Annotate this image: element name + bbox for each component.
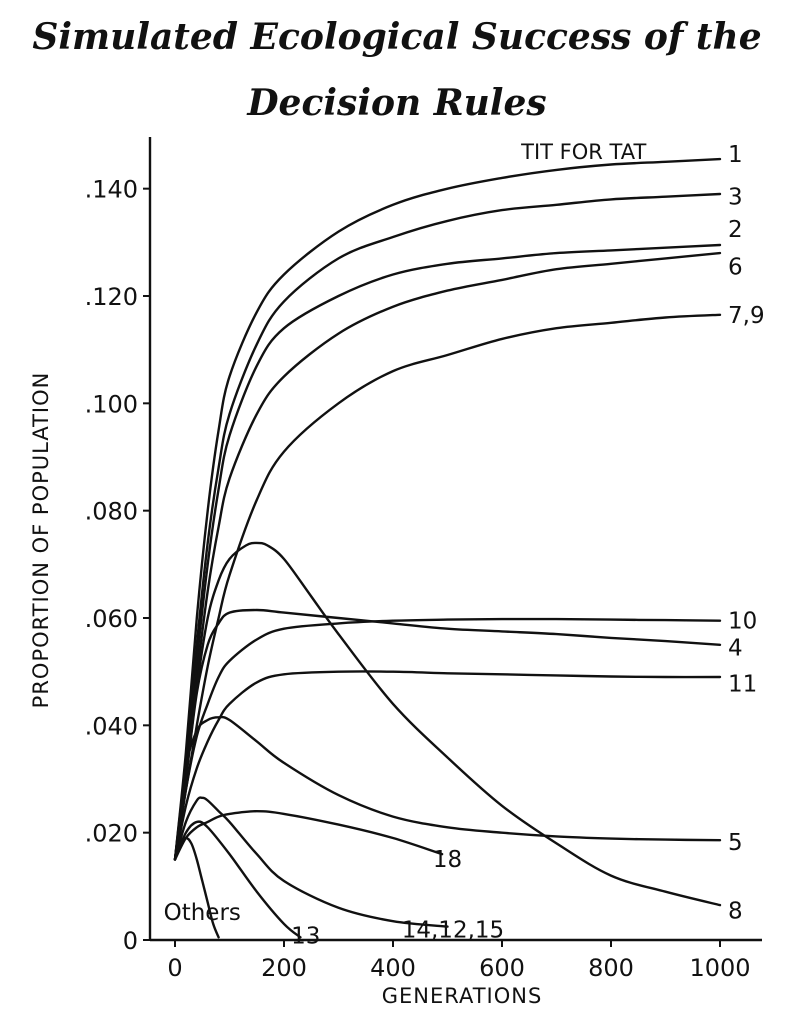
series-label-6: 6: [728, 254, 743, 280]
series-line-others: [173, 836, 220, 939]
x-tick-label: 1000: [689, 954, 750, 982]
ticks-group: 0 200 400 600 800 1000 0 .020 .040 .060 .080 .100 .1…: [85, 176, 751, 982]
series-label-14-12-15: 14,12,15: [402, 917, 504, 943]
y-tick-label: .100: [85, 390, 138, 418]
series-line-13: [173, 820, 302, 939]
y-tick-label: .040: [85, 712, 138, 740]
series-label-5: 5: [728, 830, 743, 856]
series-line-10: [173, 617, 722, 861]
series-label-18: 18: [433, 847, 462, 873]
y-tick-label: .020: [85, 820, 138, 848]
series-label-11: 11: [728, 671, 757, 697]
series-label-4: 4: [728, 636, 743, 662]
y-tick-label: .120: [85, 283, 138, 311]
y-tick-label: .140: [85, 176, 138, 204]
series-label-others: Others: [164, 900, 241, 926]
series-line-1: [173, 157, 722, 861]
series-label-3: 3: [728, 185, 743, 211]
x-tick-label: 200: [261, 954, 307, 982]
x-tick-label: 800: [588, 954, 634, 982]
series-line-3: [173, 192, 722, 861]
x-tick-label: 0: [167, 954, 182, 982]
x-axis-label: GENERATIONS: [382, 984, 543, 1008]
series-line-4: [173, 608, 722, 861]
series-line-2: [173, 243, 722, 861]
x-tick-label: 600: [479, 954, 525, 982]
curves-group: [173, 157, 722, 939]
series-label-7-9: 7,9: [728, 303, 765, 329]
series-line-7-9: [173, 313, 722, 861]
y-tick-label: .060: [85, 605, 138, 633]
series-line-8: [173, 541, 722, 907]
series-line-14-12-15: [173, 796, 449, 928]
series-line-11: [173, 670, 722, 861]
series-line-6: [173, 251, 722, 861]
annotation-tit-for-tat: TIT FOR TAT: [520, 140, 646, 164]
series-label-2: 2: [728, 217, 743, 243]
series-line-18: [173, 809, 444, 861]
series-label-10: 10: [728, 609, 757, 635]
series-label-8: 8: [728, 898, 743, 924]
x-tick-label: 400: [370, 954, 416, 982]
y-axis-label: PROPORTION OF POPULATION: [29, 372, 53, 709]
series-label-13: 13: [291, 924, 320, 950]
y-tick-label: .080: [85, 498, 138, 526]
y-tick-label: 0: [123, 927, 138, 955]
series-label-1: 1: [728, 142, 743, 168]
chart-title: Simulated Ecological Success of the Deci…: [32, 16, 762, 124]
series-line-5: [173, 715, 722, 861]
